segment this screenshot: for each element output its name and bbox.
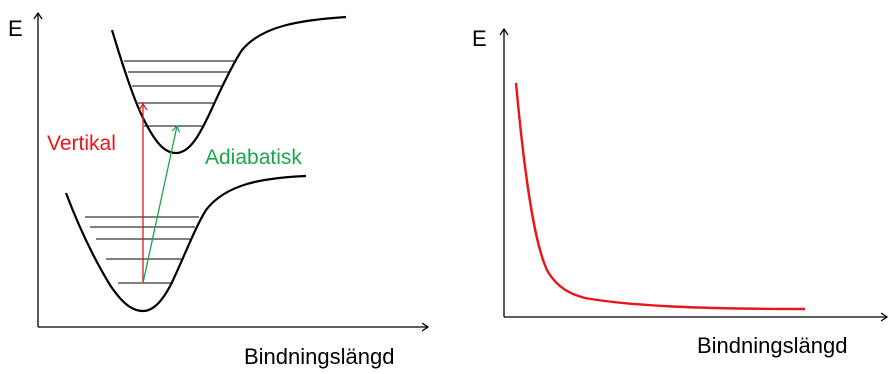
left-x-axis-label: Bindningslängd xyxy=(244,344,395,369)
left-axes xyxy=(38,14,427,327)
vertical-label: Vertikal xyxy=(47,132,116,155)
ground-state-well xyxy=(64,174,307,313)
right-y-axis-label: E xyxy=(472,26,487,51)
right-axes xyxy=(504,30,886,317)
right-x-axis-label: Bindningslängd xyxy=(697,333,848,358)
left-y-axis-label: E xyxy=(8,16,23,41)
adiabatic-transition-arrow xyxy=(142,126,177,284)
excited-state-well xyxy=(110,15,347,155)
repulsive-curve xyxy=(514,82,806,311)
adiabatic-label: Adiabatisk xyxy=(205,146,302,169)
